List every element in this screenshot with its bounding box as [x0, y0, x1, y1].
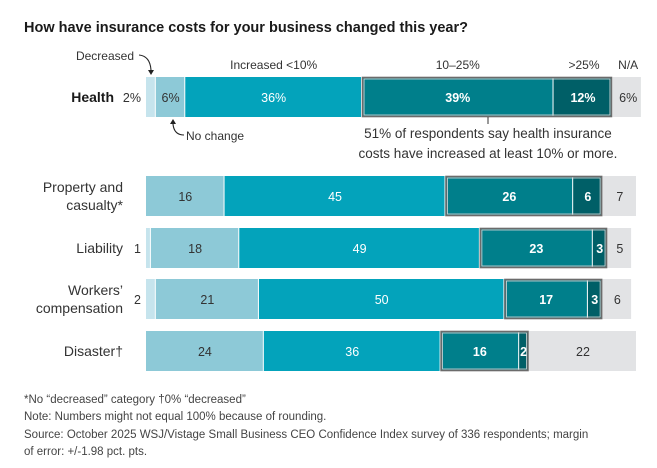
bar-segment-decreased	[146, 228, 150, 268]
annotation-text: 51% of respondents say health insurance	[364, 126, 612, 141]
value-label: 7	[616, 190, 623, 204]
value-label: 6%	[619, 91, 637, 105]
annotation-text: costs have increased at least 10% or mor…	[359, 146, 618, 161]
bar-segment-inc_lt10	[224, 176, 445, 216]
value-label: 17	[539, 293, 553, 307]
value-label: 16	[473, 345, 487, 359]
value-label: 26	[502, 190, 516, 204]
row-label: Liability	[76, 240, 123, 256]
value-label: 50	[375, 293, 389, 307]
value-label: 1	[134, 242, 141, 256]
footnotes: *No “decreased” category †0% “decreased”…	[24, 394, 588, 458]
value-label: 45	[328, 190, 342, 204]
value-label: 36	[345, 345, 359, 359]
bar-segment-decreased	[146, 279, 155, 319]
value-label: 6	[584, 190, 591, 204]
no-change-arrowhead-icon	[170, 119, 176, 124]
bar-segment-inc_gt25	[573, 176, 602, 216]
highlight-inner-outline	[506, 280, 601, 318]
highlight-outline	[479, 227, 608, 269]
bar-row: Workers’ compensation 2 21 50 17 3 6	[36, 278, 632, 320]
value-label: 3	[596, 242, 603, 256]
bar-row: Property and casualty* 16 45 26 6 7	[43, 175, 636, 217]
legend-group: Decreased Increased <10% 10–25% >25% N/A No c…	[76, 49, 638, 161]
row-label: Health	[71, 89, 114, 105]
bar-row: Health 2% 6% 36% 39% 12% 6%	[71, 76, 641, 118]
bar-segment-na	[602, 279, 632, 319]
bar-segment-na	[602, 176, 636, 216]
value-label: 2	[134, 293, 141, 307]
bar-segment-no_change	[146, 176, 224, 216]
value-label: 18	[188, 242, 202, 256]
legend-label-inc_gt25: >25%	[568, 58, 599, 72]
highlight-outline	[504, 278, 603, 320]
bar-segment-inc_10_25	[445, 176, 573, 216]
value-label: 22	[576, 345, 590, 359]
value-label: 5	[616, 242, 623, 256]
value-label: 16	[178, 190, 192, 204]
value-label: 6%	[162, 91, 180, 105]
row-label: casualty*	[66, 197, 123, 213]
value-label: 2%	[123, 91, 141, 105]
row-label: Workers’	[68, 282, 123, 298]
highlight-inner-outline	[442, 332, 527, 370]
bar-segment-inc_gt25	[587, 279, 602, 319]
bar-segment-na	[612, 77, 641, 117]
footnote-source-cont: of error: +/-1.98 pct. pts.	[24, 446, 147, 458]
highlight-outline	[361, 76, 613, 118]
legend-label-inc_lt10: Increased <10%	[230, 58, 317, 72]
decreased-arrow-icon	[138, 54, 152, 71]
value-label: 36%	[261, 91, 286, 105]
bar-segment-inc_lt10	[185, 77, 362, 117]
value-label: 12%	[570, 91, 595, 105]
bar-segment-inc_lt10	[263, 331, 440, 371]
legend-label-decreased: Decreased	[76, 49, 134, 63]
bar-segment-no_change	[155, 77, 185, 117]
bar-segment-inc_gt25	[519, 331, 528, 371]
bar-segment-na	[528, 331, 636, 371]
bar-segment-inc_gt25	[553, 77, 612, 117]
bar-row: Liability 1 18 49 23 3 5	[76, 227, 632, 269]
chart-title: How have insurance costs for your busine…	[24, 20, 468, 36]
bar-segment-na	[607, 228, 632, 268]
highlight-inner-outline	[447, 177, 601, 215]
no-change-arrow-icon	[172, 123, 185, 136]
row-label: Disaster†	[64, 343, 123, 359]
legend-label-inc_10_25: 10–25%	[436, 58, 480, 72]
highlight-inner-outline	[481, 229, 606, 267]
decreased-arrowhead-icon	[148, 70, 154, 75]
bar-segment-inc_lt10	[258, 279, 504, 319]
value-label: 39%	[445, 91, 470, 105]
row-label: Property and	[43, 179, 123, 195]
value-label: 24	[198, 345, 212, 359]
highlight-inner-outline	[363, 78, 611, 116]
bar-segment-no_change	[146, 331, 263, 371]
bar-segment-inc_gt25	[592, 228, 607, 268]
value-label: 3	[591, 293, 598, 307]
bar-segment-no_change	[150, 228, 239, 268]
footnote-symbols: *No “decreased” category †0% “decreased”	[24, 394, 246, 406]
bar-segment-inc_10_25	[479, 228, 592, 268]
bar-segment-inc_lt10	[239, 228, 479, 268]
bar-segment-no_change	[155, 279, 258, 319]
row-label: compensation	[36, 300, 123, 316]
highlight-outline	[445, 175, 603, 217]
bar-row: Disaster† 24 36 16 2 22	[64, 330, 636, 372]
value-label: 2	[520, 345, 527, 359]
bar-segment-inc_10_25	[504, 279, 587, 319]
bar-segment-inc_10_25	[440, 331, 519, 371]
legend-label-no_change: No change	[186, 129, 244, 143]
value-label: 23	[529, 242, 543, 256]
bars-group: Health 2% 6% 36% 39% 12% 6% Property and casualt…	[36, 76, 641, 372]
footnote-note: Note: Numbers might not equal 100% becau…	[24, 411, 326, 423]
value-label: 21	[200, 293, 214, 307]
value-label: 6	[614, 293, 621, 307]
bar-segment-inc_10_25	[362, 77, 553, 117]
bar-segment-decreased	[146, 77, 155, 117]
legend-label-na: N/A	[618, 58, 638, 72]
value-label: 49	[353, 242, 367, 256]
highlight-outline	[440, 330, 529, 372]
footnote-source: Source: October 2025 WSJ/Vistage Small B…	[24, 429, 588, 441]
